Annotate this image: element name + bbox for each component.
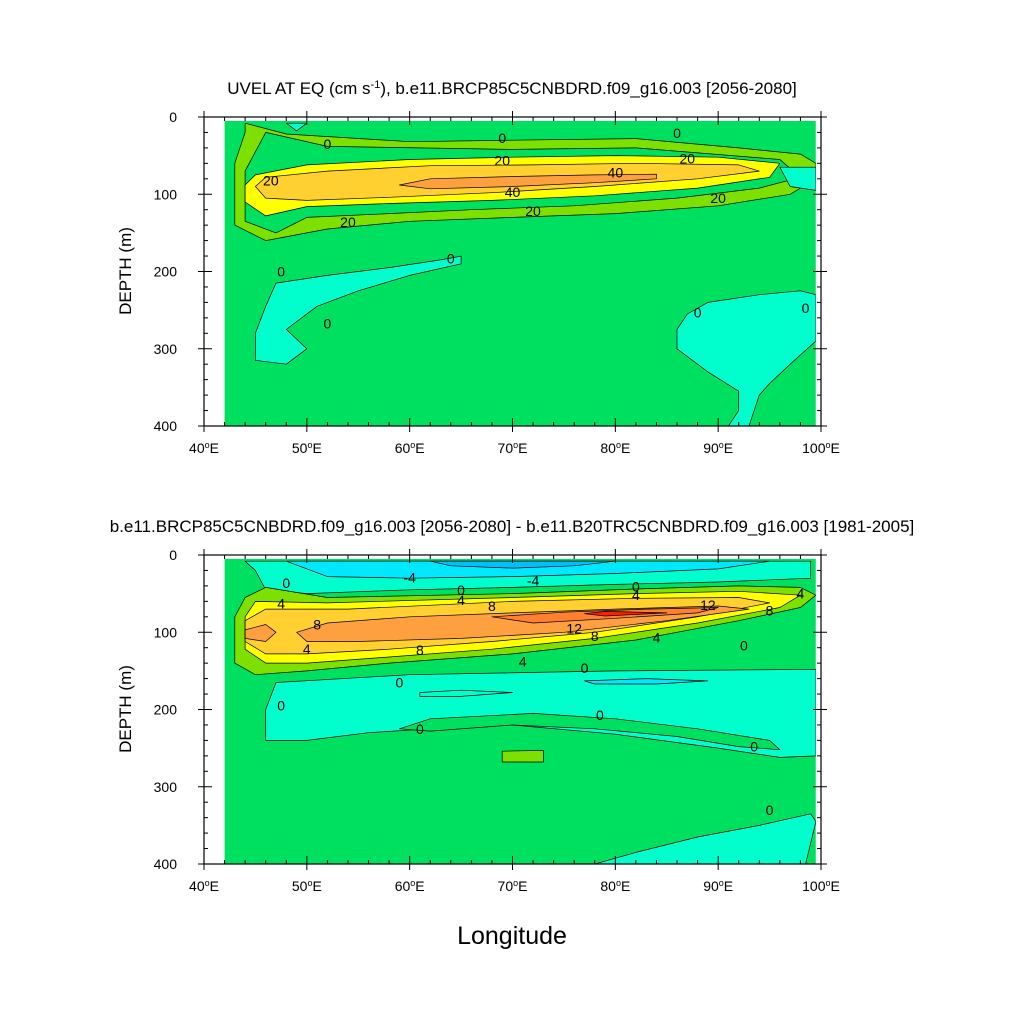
p2-contour-label: 0 <box>632 579 640 595</box>
p1-contour-label: 0 <box>277 264 285 280</box>
p1-y-tick-label: 100 <box>154 186 178 202</box>
p2-contour-region <box>584 611 668 617</box>
p2-contour-label: 12 <box>700 597 716 613</box>
p2-x-tick-label: 90oE <box>703 878 733 894</box>
p1-contour-label: 0 <box>447 250 455 266</box>
p1-y-tick-label: 200 <box>154 264 178 280</box>
p2-contour-region <box>399 713 781 751</box>
p2-contour-region <box>584 678 709 685</box>
p2-contour-label: -4 <box>403 569 416 585</box>
p2-contour-label: 0 <box>766 802 774 818</box>
p2-contour-label: 4 <box>632 587 640 603</box>
p2-contour-region <box>419 689 513 697</box>
p2-contour-label: 0 <box>581 660 589 676</box>
p1-y-tick-label: 300 <box>154 341 178 357</box>
p2-contour-region <box>594 813 816 864</box>
p1-contour-label: 0 <box>802 300 810 316</box>
p1-contour-region <box>285 122 308 132</box>
p2-contour-label: -4 <box>527 572 540 588</box>
p1-x-tick-label: 80oE <box>600 440 630 456</box>
p2-contour-label: 8 <box>488 598 496 614</box>
p2-y-tick-label: 100 <box>154 624 178 640</box>
p2-y-tick-label: 400 <box>154 856 178 872</box>
p2-y-tick-label: 300 <box>154 779 178 795</box>
p1-contour-label: 20 <box>494 152 510 168</box>
p2-x-tick-label: 40oE <box>189 878 219 894</box>
p2-contour-label: 4 <box>653 630 661 646</box>
p2-contour-region <box>501 750 544 763</box>
p1-x-tick-label: 50oE <box>292 440 322 456</box>
p2-contour-label: 0 <box>395 674 403 690</box>
p1-contour-region <box>676 290 816 427</box>
p1-contour-label: 0 <box>694 304 702 320</box>
p2-contour-label: 4 <box>303 641 311 657</box>
p1-contour-label: 20 <box>263 172 279 188</box>
p2-y-tick-label: 0 <box>169 547 177 563</box>
p2-contour-field <box>224 558 816 864</box>
p2-contour-label: 0 <box>596 707 604 723</box>
p1-contour-region <box>399 173 657 190</box>
p1-contour-region <box>255 255 462 365</box>
p1-contour-label: 20 <box>525 203 541 219</box>
p1-x-tick-label: 100oE <box>802 440 840 456</box>
p2-contour-label: 0 <box>416 721 424 737</box>
p1-contour-label: 40 <box>608 165 624 181</box>
p1-y-tick-label: 400 <box>154 418 178 434</box>
p1-y-tick-label: 0 <box>169 109 177 125</box>
panel1-y-axis-label: DEPTH (m) <box>116 227 135 315</box>
p2-x-tick-label: 70oE <box>498 878 528 894</box>
p1-x-tick-label: 90oE <box>703 440 733 456</box>
p1-contour-region <box>779 166 816 191</box>
p2-contour-region <box>429 560 616 569</box>
p2-contour-label: 0 <box>282 575 290 591</box>
p1-contour-field <box>224 120 816 427</box>
panel2-y-axis-label: DEPTH (m) <box>116 665 135 753</box>
p1-contour-label: 20 <box>710 190 726 206</box>
x-axis-label: Longitude <box>457 922 567 950</box>
p2-x-tick-label: 50oE <box>292 878 322 894</box>
p2-contour-label: 8 <box>416 642 424 658</box>
p1-contour-label: 0 <box>498 130 506 146</box>
p2-contour-label: 0 <box>750 739 758 755</box>
p1-contour-label: 20 <box>340 214 356 230</box>
p2-contour-label: 12 <box>566 620 582 636</box>
p2-contour-label: 8 <box>313 617 321 633</box>
p2-x-tick-label: 80oE <box>600 878 630 894</box>
p2-contour-label: 8 <box>591 628 599 644</box>
p1-x-tick-label: 70oE <box>498 440 528 456</box>
p1-contour-label: 0 <box>324 136 332 152</box>
p1-x-tick-label: 40oE <box>189 440 219 456</box>
p2-contour-label: 0 <box>457 582 465 598</box>
p2-y-tick-label: 200 <box>154 702 178 718</box>
p2-contour-label: 8 <box>766 603 774 619</box>
p2-contour-label: 0 <box>277 698 285 714</box>
p2-x-tick-label: 100oE <box>802 878 840 894</box>
p2-x-tick-label: 60oE <box>395 878 425 894</box>
p2-contour-label: 4 <box>277 596 285 612</box>
p1-contour-label: 20 <box>680 151 696 167</box>
p2-contour-label: 4 <box>797 586 805 602</box>
p2-contour-label: 4 <box>519 654 527 670</box>
panel2-title: b.e11.BRCP85C5CNBDRD.f09_g16.003 [2056-2… <box>110 517 915 536</box>
p2-contour-region <box>244 624 277 642</box>
panel1-title: UVEL AT EQ (cm s-1), b.e11.BRCP85C5CNBDR… <box>227 79 797 98</box>
p2-contour-region <box>285 560 770 579</box>
p2-contour-label: 4 <box>457 592 465 608</box>
p1-x-tick-label: 60oE <box>395 440 425 456</box>
p2-contour-label: 0 <box>740 637 748 653</box>
p1-contour-label: 0 <box>673 125 681 141</box>
p1-contour-label: 0 <box>324 315 332 331</box>
p1-contour-label: 40 <box>505 184 521 200</box>
